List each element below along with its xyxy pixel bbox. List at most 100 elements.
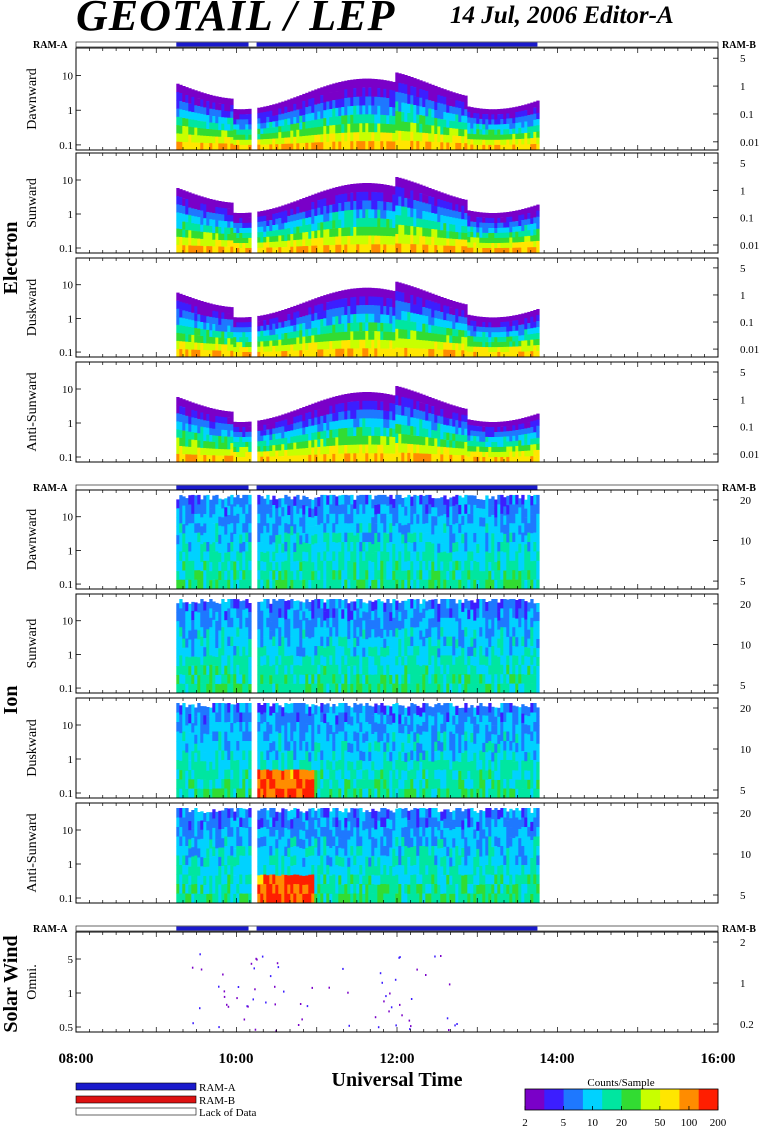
ram-a-segment (176, 926, 249, 931)
spectrogram-panel: 10 1 0.1 20 10 5 Sunward (25, 593, 752, 695)
right-tick-label: 1 (740, 290, 746, 302)
panel-label: Sunward (25, 178, 40, 228)
spectrogram-image (176, 72, 540, 151)
right-tick-label: 20 (740, 495, 752, 507)
right-tick-label: 0.01 (740, 137, 759, 149)
left-tick-label: 5 (68, 954, 74, 966)
left-tick-label: 0.1 (59, 243, 73, 255)
left-tick-label: 1 (68, 418, 74, 430)
left-tick-label: 1 (68, 754, 74, 766)
x-tick-label: 14:00 (540, 1051, 575, 1067)
panel-label: Omni. (25, 964, 40, 999)
left-tick-label: 1 (68, 649, 74, 661)
right-tick-label: 1 (740, 81, 746, 93)
left-tick-label: 0.1 (59, 452, 73, 464)
left-tick-label: 10 (62, 384, 74, 396)
ram-status-bar: RAM-A RAM-B (33, 483, 756, 494)
ram-a-label: RAM-A (33, 483, 68, 494)
group-label-electron: Electron (0, 222, 22, 295)
spectrogram-panel: 10 1 0.1 5 1 0.1 0.01 Anti-Sunward (25, 361, 759, 464)
right-tick-label: 0.1 (740, 109, 754, 121)
right-tick-label: 0.1 (740, 422, 754, 434)
spectrogram-image (176, 386, 540, 463)
colorbar-tick-label: 20 (616, 1117, 628, 1128)
right-tick-label: 5 (740, 576, 746, 588)
spectrogram-panel: 10 1 0.1 20 10 5 Duskward (25, 697, 752, 800)
right-tick-label: 5 (740, 158, 746, 170)
panel-label: Duskward (25, 719, 40, 777)
right-tick-label: 0.2 (740, 1019, 754, 1031)
spectrogram-image (176, 703, 540, 799)
left-tick-label: 10 (62, 825, 74, 837)
right-tick-label: 20 (740, 808, 752, 820)
right-tick-label: 0.1 (740, 213, 754, 225)
colorbar-tick-label: 2 (522, 1117, 528, 1128)
left-tick-label: 1 (68, 988, 74, 1000)
x-axis-label: Universal Time (332, 1069, 463, 1091)
x-tick-label: 12:00 (380, 1051, 415, 1067)
right-tick-label: 0.01 (740, 240, 759, 252)
x-tick-label: 10:00 (219, 1051, 254, 1067)
right-tick-label: 0.01 (740, 344, 759, 356)
colorbar: 2 5 10 20 50 100 200 (522, 1088, 727, 1128)
panel-label: Anti-Sunward (25, 813, 40, 892)
chart-subtitle: 14 Jul, 2006 Editor-A (450, 2, 674, 29)
right-tick-label: 20 (740, 703, 752, 715)
left-tick-label: 0.1 (59, 140, 73, 152)
legend-swatch-ram-b (75, 1095, 197, 1104)
right-tick-label: 5 (740, 263, 746, 275)
right-tick-label: 5 (740, 53, 746, 65)
ram-a-segment (256, 485, 538, 490)
spectrogram-panel: 10 1 0.1 5 1 0.1 0.01 Dawnward (25, 47, 759, 152)
spectrogram-panel: 10 1 0.1 5 1 0.1 0.01 Sunward (25, 152, 759, 255)
left-tick-label: 0.1 (59, 893, 73, 905)
right-tick-label: 2 (740, 937, 746, 949)
colorbar-tick-label: 100 (681, 1117, 698, 1128)
right-tick-label: 1 (740, 185, 746, 197)
right-tick-label: 5 (740, 785, 746, 797)
legend-label-ram-a: RAM-A (199, 1082, 236, 1094)
spectrogram-panel: 5 1 0.5 2 1 0.2 Omni. (25, 931, 754, 1034)
ram-a-segment (176, 42, 249, 47)
left-tick-label: 0.1 (59, 788, 73, 800)
left-tick-label: 0.1 (59, 683, 73, 695)
x-tick-label: 16:00 (701, 1051, 736, 1067)
spectrogram-image (176, 808, 540, 904)
panel-label: Dawnward (25, 509, 40, 570)
chart-title: GEOTAIL / LEP (76, 0, 396, 40)
right-tick-label: 20 (740, 599, 752, 611)
left-tick-label: 0.1 (59, 347, 73, 359)
panel-label: Sunward (25, 619, 40, 669)
ram-b-label: RAM-B (722, 483, 756, 494)
panel-label: Dawnward (25, 68, 40, 129)
spectrogram-panel: 10 1 0.1 20 10 5 Anti-Sunward (25, 802, 752, 905)
left-tick-label: 0.1 (59, 579, 73, 591)
legend-label-lack-of-data: Lack of Data (199, 1107, 257, 1119)
left-tick-label: 1 (68, 313, 74, 325)
ram-a-label: RAM-A (33, 40, 68, 51)
panel-label: Duskward (25, 279, 40, 337)
spectrogram-image (176, 177, 540, 254)
left-tick-label: 1 (68, 105, 74, 117)
ram-b-label: RAM-B (722, 924, 756, 935)
left-tick-label: 1 (68, 545, 74, 557)
panel-label: Anti-Sunward (25, 372, 40, 451)
legend-swatch-lack-of-data (75, 1107, 197, 1116)
spectrogram-image (191, 953, 458, 1032)
spectrogram-image (176, 599, 540, 694)
group-label-solar-wind: Solar Wind (0, 935, 22, 1032)
left-tick-label: 1 (68, 859, 74, 871)
x-tick-label: 08:00 (59, 1051, 94, 1067)
colorbar-title: Counts/Sample (587, 1077, 654, 1089)
ram-status-bar: RAM-A RAM-B (33, 40, 756, 51)
spectrogram-panel: 10 1 0.1 20 10 5 Dawnward (25, 489, 752, 591)
left-tick-label: 0.5 (59, 1022, 73, 1034)
right-tick-label: 0.01 (740, 449, 759, 461)
ram-a-segment (176, 485, 249, 490)
right-tick-label: 10 (740, 744, 752, 756)
colorbar-tick-label: 5 (561, 1117, 567, 1128)
colorbar-tick-label: 50 (654, 1117, 666, 1128)
right-tick-label: 1 (740, 394, 746, 406)
left-tick-label: 10 (62, 71, 74, 83)
